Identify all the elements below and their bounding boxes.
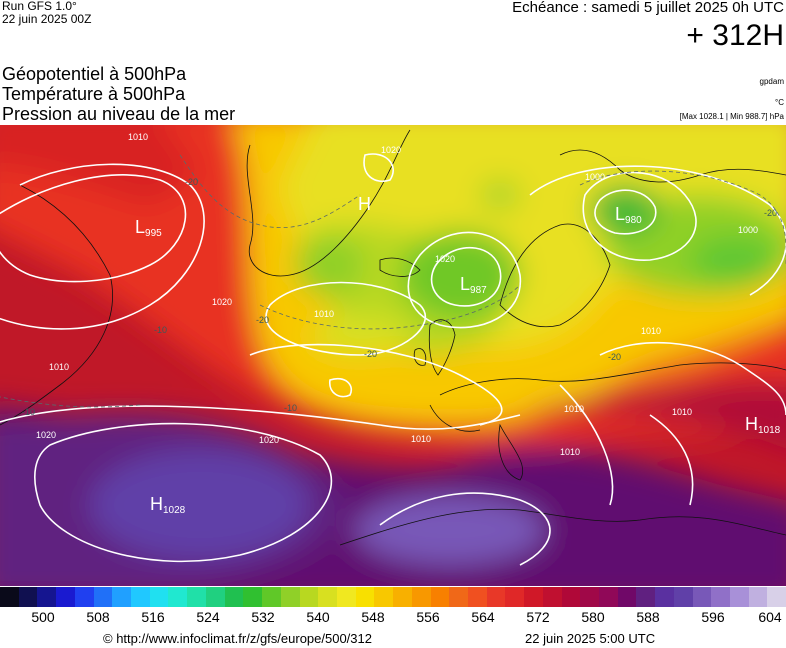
isobar-label: 1010 xyxy=(49,362,69,372)
colorbar-tick-label: 596 xyxy=(701,609,725,625)
colorbar-swatch xyxy=(112,587,132,607)
isobar-label: 1000 xyxy=(585,172,605,182)
colorbar-tick-label: 572 xyxy=(526,609,550,625)
colorbar-swatch xyxy=(74,587,94,607)
isobar-label: 1010 xyxy=(314,309,334,319)
isobar-label: 1020 xyxy=(259,435,279,445)
forecast-time: Echéance : samedi 5 juillet 2025 0h UTC xyxy=(512,0,784,16)
colorbar-swatch xyxy=(449,587,468,607)
colorbar-swatch xyxy=(617,587,637,607)
colorbar-swatch xyxy=(673,587,693,607)
unit-geopotential: gpdam xyxy=(759,77,784,86)
colorbar-swatch xyxy=(636,587,656,607)
temperature-label: -20 xyxy=(608,352,621,362)
colorbar-swatch xyxy=(692,587,712,607)
greenland-high-label: H xyxy=(358,194,371,214)
forecast-hour: + 312H xyxy=(686,19,784,52)
colorbar-tick-label: 564 xyxy=(471,609,495,625)
colorbar-tick-label: 604 xyxy=(758,609,782,625)
temperature-label: -20 xyxy=(364,349,377,359)
colorbar-tick-label: 532 xyxy=(251,609,275,625)
colorbar-swatch xyxy=(131,587,150,607)
colorbar-tick-label: 588 xyxy=(636,609,660,625)
colorbar-swatch xyxy=(205,587,225,607)
colorbar-swatch xyxy=(280,587,300,607)
coastlines xyxy=(0,129,786,546)
field-geopotential: Géopotentiel à 500hPa xyxy=(2,64,187,84)
temperature-label: -20 xyxy=(256,315,269,325)
isobar-label: 1000 xyxy=(738,225,758,235)
colorbar-swatch xyxy=(243,587,263,607)
colorbar-swatch xyxy=(187,587,206,607)
credit-url[interactable]: © http://www.infoclimat.fr/z/gfs/europe/… xyxy=(103,631,372,646)
colorbar-swatch xyxy=(524,587,543,607)
colorbar-ticks: 500 508 516 524 532 540 548 556 564 572 580 588 596 6… xyxy=(0,609,786,627)
colorbar-swatch xyxy=(655,587,674,607)
colorbar-tick-label: 580 xyxy=(581,609,605,625)
colorbar-tick-label: 516 xyxy=(141,609,165,625)
colorbar-swatch xyxy=(393,587,412,607)
unit-pressure: [Max 1028.1 | Min 988.7] hPa xyxy=(679,112,784,121)
geopotential-field xyxy=(0,125,786,586)
colorbar-swatch xyxy=(561,587,581,607)
field-temperature: Température à 500hPa xyxy=(2,84,186,104)
colorbar-swatch xyxy=(18,587,38,607)
colorbar-swatch xyxy=(0,587,19,607)
colorbar-swatch xyxy=(224,587,244,607)
colorbar-swatch xyxy=(486,587,506,607)
temperature-label: -20 xyxy=(185,177,198,187)
colorbar-swatch xyxy=(168,587,188,607)
colorbar-swatch xyxy=(262,587,281,607)
colorbar-swatch xyxy=(56,587,75,607)
colorbar-tick-label: 548 xyxy=(361,609,385,625)
unit-temperature: °C xyxy=(775,98,784,107)
colorbar-tick-label: 540 xyxy=(306,609,330,625)
colorbar-swatch xyxy=(318,587,337,607)
isobar-label: 1020 xyxy=(435,254,455,264)
temperature-label: -10 xyxy=(22,407,35,417)
isobar-label: 1020 xyxy=(381,145,401,155)
colorbar-swatch xyxy=(299,587,319,607)
field-pressure: Pression au niveau de la mer xyxy=(2,104,236,124)
colorbar-swatch xyxy=(599,587,618,607)
colorbar-swatch xyxy=(730,587,749,607)
isobar-label: 1010 xyxy=(672,407,692,417)
isobar-label: 1010 xyxy=(411,434,431,444)
colorbar-swatch xyxy=(37,587,57,607)
isobar-label: 1010 xyxy=(128,132,148,142)
colorbar-swatch xyxy=(580,587,599,607)
isobar-label: 1010 xyxy=(564,404,584,414)
colorbar-swatch xyxy=(467,587,487,607)
isobar-label: 1020 xyxy=(212,297,232,307)
temperature-label: -10 xyxy=(284,403,297,413)
colorbar-swatch xyxy=(374,587,394,607)
colorbar-swatch xyxy=(430,587,450,607)
colorbar-swatch xyxy=(748,587,768,607)
credit-date: 22 juin 2025 5:00 UTC xyxy=(525,631,656,646)
colorbar-swatch xyxy=(149,587,169,607)
colorbar-swatch xyxy=(505,587,525,607)
colorbar-swatch xyxy=(336,587,356,607)
colorbar-swatch xyxy=(711,587,731,607)
colorbar xyxy=(0,587,786,607)
isobars xyxy=(0,153,786,566)
temperature-label: -20 xyxy=(764,208,777,218)
isobar-label: 1010 xyxy=(560,447,580,457)
run-label: Run GFS 1.0° xyxy=(2,0,77,13)
isobar-label: 1020 xyxy=(36,430,56,440)
isobar-label: 1010 xyxy=(641,326,661,336)
colorbar-tick-label: 524 xyxy=(196,609,220,625)
colorbar-swatch xyxy=(542,587,562,607)
colorbar-swatch xyxy=(93,587,113,607)
run-date: 22 juin 2025 00Z xyxy=(2,12,92,26)
colorbar-tick-label: 500 xyxy=(31,609,55,625)
colorbar-swatch xyxy=(411,587,431,607)
temperature-label: -10 xyxy=(154,325,167,335)
colorbar-tick-label: 508 xyxy=(86,609,110,625)
colorbar-swatch xyxy=(355,587,375,607)
colorbar-swatch xyxy=(767,587,786,607)
colorbar-tick-label: 556 xyxy=(416,609,440,625)
